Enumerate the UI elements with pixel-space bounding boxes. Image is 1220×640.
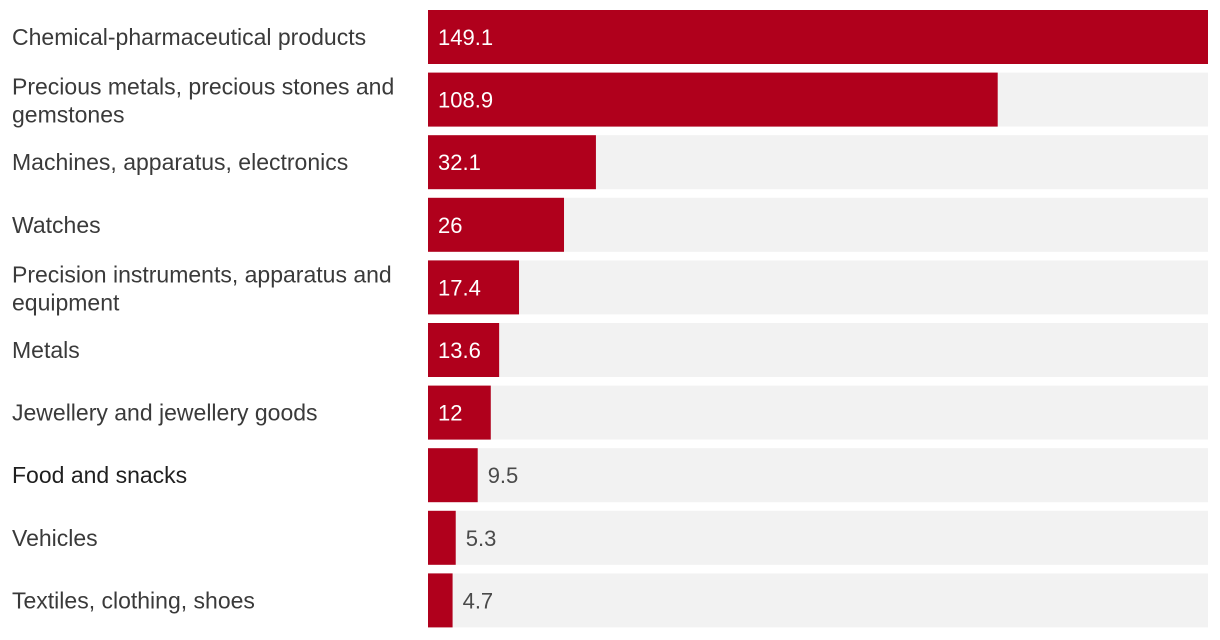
bar xyxy=(428,135,596,190)
data-label: 108.9 xyxy=(438,88,493,113)
data-label: 26 xyxy=(438,213,462,238)
bar-track xyxy=(428,260,1208,315)
data-label: 5.3 xyxy=(466,526,497,551)
data-label: 9.5 xyxy=(488,463,519,488)
category-label: Vehicles xyxy=(12,525,98,551)
category-label: Textiles, clothing, shoes xyxy=(12,587,255,613)
bar-track xyxy=(428,448,1208,503)
bar xyxy=(428,10,1208,64)
data-label: 149.1 xyxy=(438,25,493,50)
bar xyxy=(428,573,453,628)
bar xyxy=(428,510,456,565)
category-label: Jewellery and jewellery goods xyxy=(12,400,318,426)
data-label: 32.1 xyxy=(438,150,481,175)
bar xyxy=(428,323,500,377)
category-label: Precious metals, precious stones and gems… xyxy=(12,74,394,128)
bar xyxy=(428,72,998,127)
category-label: Machines, apparatus, electronics xyxy=(12,149,348,175)
bar-track xyxy=(428,573,1208,628)
bar-track xyxy=(428,510,1208,565)
bar xyxy=(428,385,491,440)
bar-track xyxy=(428,385,1208,440)
bar-track xyxy=(428,323,1208,377)
category-label: Chemical-pharmaceutical products xyxy=(12,24,366,50)
data-label: 4.7 xyxy=(463,588,494,613)
bar xyxy=(428,197,565,252)
category-label: Metals xyxy=(12,337,80,363)
bar xyxy=(428,260,520,315)
bar xyxy=(428,448,478,503)
data-label: 13.6 xyxy=(438,338,481,363)
category-label: Precision instruments, apparatus and equi… xyxy=(12,261,392,315)
data-label: 12 xyxy=(438,401,462,426)
category-label: Watches xyxy=(12,212,101,238)
category-label: Food and snacks xyxy=(12,462,187,488)
data-label: 17.4 xyxy=(438,275,481,300)
